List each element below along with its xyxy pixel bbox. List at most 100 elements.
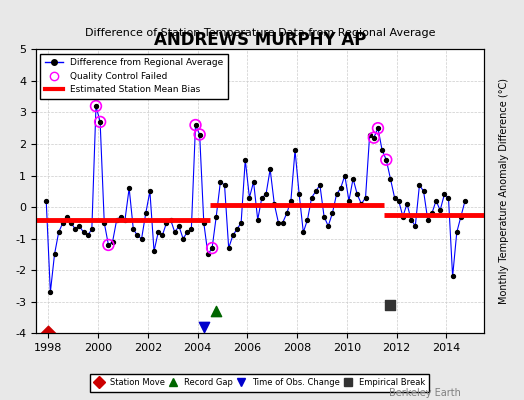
- Point: [59, 220, 67, 226]
- Point: [117, 213, 125, 220]
- Point: [390, 194, 399, 201]
- Point: [158, 232, 167, 239]
- Point: [245, 194, 254, 201]
- Point: [146, 188, 154, 194]
- Point: [386, 302, 395, 308]
- Point: [171, 229, 179, 236]
- Point: [179, 236, 187, 242]
- Point: [382, 156, 390, 163]
- Point: [221, 182, 229, 188]
- Point: [237, 220, 245, 226]
- Point: [262, 191, 270, 198]
- Point: [415, 182, 423, 188]
- Point: [419, 188, 428, 194]
- Point: [83, 232, 92, 239]
- Point: [432, 198, 440, 204]
- Point: [249, 179, 258, 185]
- Point: [378, 147, 386, 154]
- Point: [191, 122, 200, 128]
- Point: [449, 273, 457, 280]
- Point: [162, 220, 171, 226]
- Point: [212, 308, 221, 314]
- Point: [353, 191, 362, 198]
- Point: [407, 216, 416, 223]
- Point: [349, 176, 357, 182]
- Point: [266, 166, 275, 172]
- Point: [44, 330, 52, 336]
- Point: [96, 119, 104, 125]
- Point: [374, 125, 382, 131]
- Point: [299, 229, 308, 236]
- Point: [208, 245, 216, 251]
- Point: [92, 103, 100, 109]
- Point: [154, 229, 162, 236]
- Point: [121, 216, 129, 223]
- Point: [436, 207, 444, 214]
- Point: [88, 226, 96, 232]
- Point: [461, 198, 470, 204]
- Point: [137, 236, 146, 242]
- Point: [328, 210, 336, 216]
- Point: [96, 119, 104, 125]
- Title: ANDREWS MURPHY AP: ANDREWS MURPHY AP: [154, 31, 366, 49]
- Point: [374, 125, 382, 131]
- Y-axis label: Monthly Temperature Anomaly Difference (°C): Monthly Temperature Anomaly Difference (…: [499, 78, 509, 304]
- Point: [125, 185, 133, 191]
- Point: [395, 198, 403, 204]
- Point: [228, 232, 237, 239]
- Point: [208, 245, 216, 251]
- Point: [453, 229, 461, 236]
- Point: [216, 179, 225, 185]
- Point: [444, 194, 453, 201]
- Point: [357, 201, 366, 207]
- Point: [63, 213, 71, 220]
- Point: [150, 248, 158, 254]
- Point: [362, 194, 370, 201]
- Point: [287, 198, 295, 204]
- Point: [274, 220, 282, 226]
- Point: [303, 216, 312, 223]
- Point: [233, 226, 241, 232]
- Point: [167, 216, 175, 223]
- Point: [187, 226, 195, 232]
- Point: [54, 229, 63, 236]
- Point: [212, 213, 221, 220]
- Point: [141, 210, 150, 216]
- Legend: Difference from Regional Average, Quality Control Failed, Estimated Station Mean: Difference from Regional Average, Qualit…: [40, 54, 228, 99]
- Point: [46, 289, 54, 296]
- Point: [224, 245, 233, 251]
- Point: [254, 216, 262, 223]
- Point: [316, 182, 324, 188]
- Point: [195, 131, 204, 138]
- Point: [200, 324, 208, 330]
- Point: [428, 210, 436, 216]
- Point: [386, 176, 395, 182]
- Point: [312, 188, 320, 194]
- Point: [191, 122, 200, 128]
- Point: [183, 229, 191, 236]
- Point: [336, 185, 345, 191]
- Point: [403, 201, 411, 207]
- Point: [67, 220, 75, 226]
- Point: [320, 213, 328, 220]
- Point: [308, 194, 316, 201]
- Point: [369, 134, 378, 141]
- Point: [133, 232, 141, 239]
- Point: [42, 198, 50, 204]
- Point: [92, 103, 100, 109]
- Point: [295, 191, 303, 198]
- Point: [345, 198, 353, 204]
- Point: [341, 172, 349, 179]
- Point: [270, 201, 278, 207]
- Point: [440, 191, 449, 198]
- Point: [79, 229, 88, 236]
- Point: [104, 242, 113, 248]
- Point: [382, 156, 390, 163]
- Point: [75, 223, 84, 229]
- Text: Difference of Station Temperature Data from Regional Average: Difference of Station Temperature Data f…: [84, 28, 435, 38]
- Point: [291, 147, 299, 154]
- Point: [108, 238, 117, 245]
- Point: [71, 226, 80, 232]
- Point: [411, 223, 420, 229]
- Point: [399, 213, 407, 220]
